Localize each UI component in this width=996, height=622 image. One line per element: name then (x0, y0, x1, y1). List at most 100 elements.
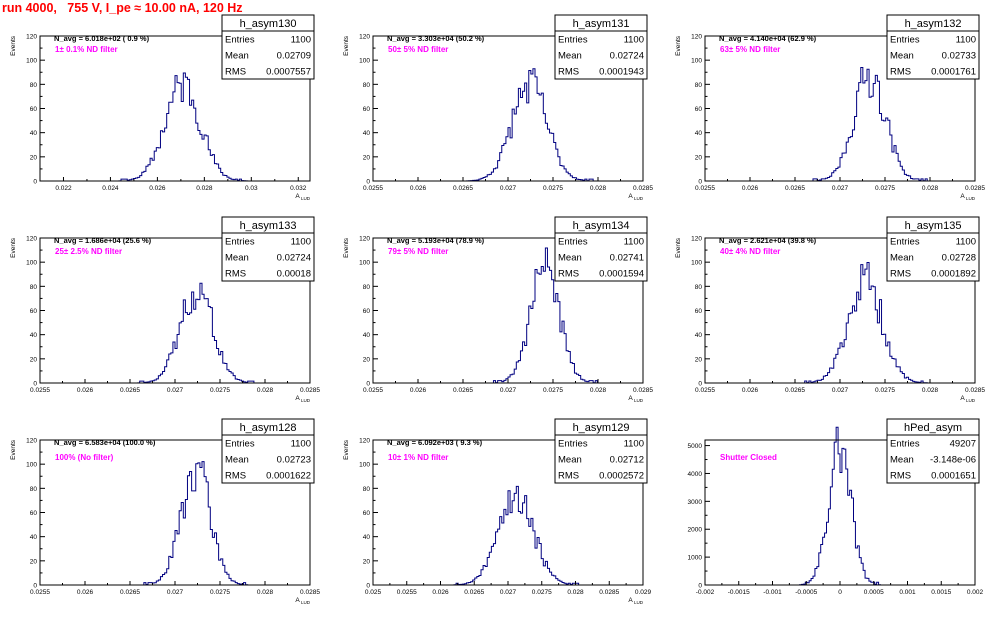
page-title: run 4000, 755 V, I_pe ≈ 10.00 nA, 120 Hz (2, 1, 243, 15)
x-tick-label: 0.0275 (543, 185, 563, 192)
stats-title: h_asym128 (240, 422, 297, 434)
x-axis-title: A LUD (628, 597, 643, 605)
stats-rms-value: 0.0002572 (599, 471, 644, 482)
stats-entries-value: 1100 (624, 237, 644, 248)
x-tick-label: 0.028 (257, 589, 274, 596)
histogram-panel: 0.0255 0.026 0.0265 0.027 0.0275 0.028 0.0285 0… (675, 216, 985, 403)
y-tick-label: 40 (363, 534, 371, 541)
x-axis-title: A LUD (628, 193, 643, 201)
stats-mean-value: -3.148e-06 (930, 455, 976, 466)
y-tick-label: 40 (695, 130, 703, 137)
y-tick-label: 0 (33, 583, 37, 590)
stats-rms-label: RMS (890, 67, 911, 78)
stats-entries-value: 1100 (956, 35, 976, 46)
x-tick-label: 0.025 (365, 589, 382, 596)
y-tick-label: 40 (695, 332, 703, 339)
stats-entries-label: Entries (558, 35, 588, 46)
stats-rms-value: 0.00018 (277, 269, 311, 280)
y-tick-label: 100 (359, 260, 370, 267)
x-tick-label: 0.026 (742, 387, 759, 394)
y-tick-label: 0 (698, 179, 702, 186)
y-tick-label: 40 (30, 534, 38, 541)
y-tick-label: 40 (363, 130, 371, 137)
y-axis-title: Events (675, 237, 682, 258)
x-tick-label: 0.027 (167, 387, 184, 394)
stats-entries-label: Entries (558, 439, 588, 450)
y-tick-label: 20 (695, 356, 703, 363)
x-tick-label: -0.0015 (728, 589, 750, 596)
stats-rms-value: 0.0001651 (931, 471, 976, 482)
stats-mean-label: Mean (890, 455, 914, 466)
x-axis-title: A LUD (960, 193, 975, 201)
y-tick-label: 0 (366, 179, 370, 186)
stats-mean-value: 0.02733 (942, 51, 976, 62)
x-tick-label: 0.0265 (464, 589, 484, 596)
stats-rms-label: RMS (890, 471, 911, 482)
x-axis-title: A LUD (628, 395, 643, 403)
stats-entries-label: Entries (890, 439, 920, 450)
filter-annotation: 25± 2.5% ND filter (55, 247, 122, 256)
stats-mean-label: Mean (558, 455, 582, 466)
stats-mean-value: 0.02724 (610, 51, 644, 62)
n-avg-label: N_avg = 6.583e+04 (100.0 %) (54, 438, 156, 447)
y-tick-label: 120 (359, 34, 370, 41)
histogram-panel: 0.022 0.024 0.026 0.028 0.03 0.032 0 20 40 60 80 10… (10, 14, 315, 201)
y-tick-label: 120 (691, 236, 702, 243)
stats-entries-value: 1100 (291, 35, 311, 46)
stats-box: h_asym134 Entries 1100 Mean 0.02741 RMS 0.0001… (554, 216, 648, 282)
stats-rms-value: 0.0001892 (931, 269, 976, 280)
histogram-panel: 0.0255 0.026 0.0265 0.027 0.0275 0.028 0.0285 0… (10, 418, 320, 605)
x-tick-label: 0.0285 (965, 185, 985, 192)
y-tick-label: 0 (698, 583, 702, 590)
stats-title: h_asym131 (573, 18, 630, 30)
y-tick-label: 80 (30, 486, 38, 493)
x-tick-label: 0.027 (832, 185, 849, 192)
x-tick-label: 0.026 (149, 185, 166, 192)
y-tick-label: 5000 (688, 443, 703, 450)
x-tick-label: 0 (838, 589, 842, 596)
x-axis-title: A LUD (960, 395, 975, 403)
y-tick-label: 60 (363, 308, 371, 315)
x-tick-label: 0.0265 (120, 387, 140, 394)
y-tick-label: 4000 (688, 471, 703, 478)
x-tick-label: 0.027 (832, 387, 849, 394)
stats-rms-value: 0.0001761 (931, 67, 976, 78)
stats-box: h_asym133 Entries 1100 Mean 0.02724 RMS 0.0001… (221, 216, 315, 282)
stats-mean-value: 0.02728 (942, 253, 976, 264)
y-axis-title: Events (343, 237, 350, 258)
stats-entries-value: 1100 (291, 439, 311, 450)
n-avg-label: N_avg = 3.303e+04 (50.2 %) (387, 34, 485, 43)
x-tick-label: 0.027 (500, 387, 517, 394)
histogram-line (373, 68, 643, 182)
filter-annotation: 1± 0.1% ND filter (55, 45, 118, 54)
x-tick-label: 0.0265 (120, 589, 140, 596)
stats-entries-label: Entries (558, 237, 588, 248)
x-tick-label: 0.0275 (210, 387, 230, 394)
n-avg-label: N_avg = 6.018e+02 ( 0.9 %) (54, 34, 150, 43)
y-tick-label: 40 (30, 332, 38, 339)
x-tick-label: 0.0255 (397, 589, 417, 596)
y-tick-label: 20 (695, 154, 703, 161)
stats-title: hPed_asym (904, 422, 962, 434)
y-tick-label: 100 (26, 58, 37, 65)
y-tick-label: 0 (698, 381, 702, 388)
x-tick-label: 0.0285 (633, 387, 653, 394)
y-tick-label: 60 (30, 106, 38, 113)
histogram-line (40, 282, 310, 384)
x-tick-label: 0.028 (567, 589, 584, 596)
x-tick-label: 0.027 (500, 589, 517, 596)
x-tick-label: 0.0255 (695, 387, 715, 394)
filter-annotation: 50± 5% ND filter (388, 45, 448, 54)
x-tick-label: 0.0255 (363, 387, 383, 394)
x-tick-label: -0.0005 (795, 589, 817, 596)
histogram-panel: 0.0255 0.026 0.0265 0.027 0.0275 0.028 0.0285 0… (343, 14, 653, 201)
y-tick-label: 60 (363, 510, 371, 517)
stats-rms-value: 0.0007557 (266, 67, 311, 78)
stats-box: h_asym131 Entries 1100 Mean 0.02724 RMS 0.0001… (554, 14, 648, 80)
x-tick-label: -0.002 (696, 589, 715, 596)
x-tick-label: 0.0275 (543, 387, 563, 394)
y-tick-label: 20 (363, 558, 371, 565)
stats-title: h_asym133 (240, 220, 297, 232)
stats-entries-value: 1100 (291, 237, 311, 248)
x-tick-label: 0.028 (590, 185, 607, 192)
